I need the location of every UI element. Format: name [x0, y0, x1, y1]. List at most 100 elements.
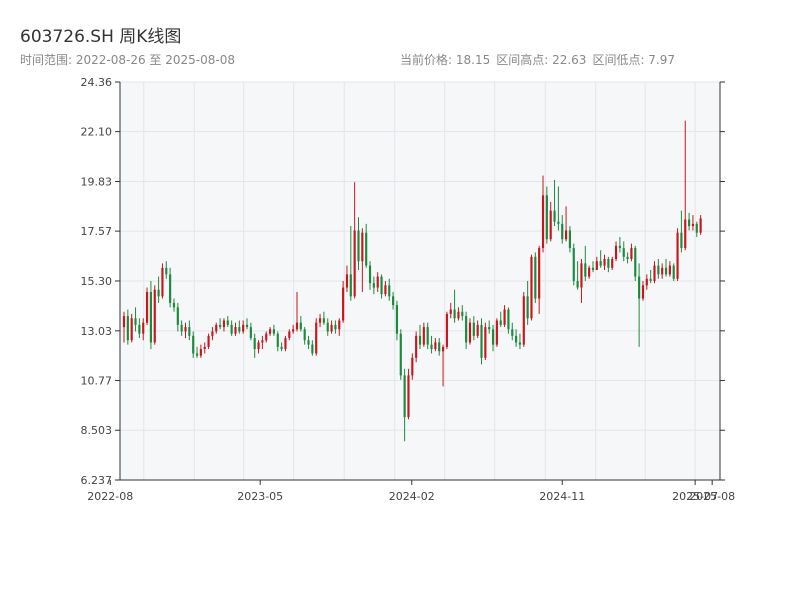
candle-body [207, 335, 210, 347]
y-tick-label: 22.10 [81, 126, 113, 139]
candle-body [657, 265, 660, 275]
grid-lines [120, 81, 720, 481]
candle-body [445, 313, 448, 347]
candle-body [576, 280, 579, 288]
candle-body [199, 349, 202, 356]
candle-body [180, 324, 183, 332]
x-tick-label: 2022-08 [87, 490, 133, 503]
candle-body [453, 309, 456, 319]
candle-body [245, 324, 249, 328]
candle-body [676, 232, 679, 279]
x-tick-label: 2024-02 [389, 490, 435, 503]
candle-body [588, 267, 591, 277]
candle-body [488, 327, 491, 330]
x-tick-label: 2023-05 [237, 490, 283, 503]
candle-body [541, 195, 545, 249]
candle-body [634, 248, 637, 277]
range-high-label: 区间高点: 22.63 [496, 53, 587, 67]
y-tick-label: 6.237 [81, 474, 113, 487]
candle-body [572, 248, 575, 281]
date-range-label: 时间范围: 2022-08-26 至 2025-08-08 [20, 53, 235, 67]
candle-body [361, 232, 364, 262]
candle-body [611, 259, 614, 268]
candle-body [511, 329, 514, 336]
candle-body [134, 318, 137, 325]
candle-body [330, 324, 333, 332]
candle-body [145, 291, 149, 323]
candle-body [192, 335, 195, 354]
y-tick-label: 17.57 [81, 225, 113, 238]
range-low-label: 区间低点: 7.97 [592, 53, 676, 67]
candle-body [449, 309, 452, 314]
y-tick-label: 10.77 [81, 374, 113, 387]
candle-body [353, 230, 356, 297]
candle-body [518, 342, 522, 345]
candle-body [257, 342, 260, 350]
candle-body [315, 322, 318, 354]
candle-body [545, 195, 548, 240]
candle-body [603, 259, 606, 266]
y-tick-label: 15.30 [81, 275, 113, 288]
candle-body [507, 309, 510, 330]
candle-body [149, 291, 152, 343]
current-price-label: 当前价格: 18.15 [400, 53, 491, 67]
candle-body [664, 267, 668, 275]
candle-body [142, 322, 145, 334]
candle-body [468, 322, 472, 343]
candle-body [645, 278, 648, 286]
candle-body [307, 340, 310, 345]
candle-body [334, 324, 337, 330]
candle-body [276, 333, 279, 347]
candle-body [480, 324, 483, 358]
candle-body [538, 248, 541, 299]
candle-body [688, 219, 691, 227]
candle-body [311, 344, 314, 354]
candle-body [126, 316, 129, 341]
candle-body [153, 289, 156, 343]
candle-body [407, 375, 410, 418]
candle-body [526, 296, 529, 319]
candle-body [591, 267, 595, 270]
candle-body [169, 274, 172, 303]
candle-body [188, 327, 191, 336]
candle-body [430, 344, 433, 350]
candle-body [349, 274, 352, 297]
chart-title: 603726.SH 周K线图 [20, 27, 182, 47]
candles [122, 120, 702, 442]
candle-body [418, 335, 422, 345]
candle-body [392, 296, 395, 306]
candle-body [211, 331, 214, 336]
candle-body [465, 316, 468, 343]
candle-body [338, 320, 341, 330]
candle-body [476, 324, 479, 336]
candle-body [280, 346, 283, 350]
candle-body [622, 248, 625, 257]
candle-body [661, 267, 664, 275]
candle-body [295, 322, 299, 330]
candle-body [484, 327, 487, 358]
candle-body [691, 223, 695, 227]
candle-body [580, 263, 583, 288]
candle-body [411, 357, 414, 376]
candle-body [491, 329, 495, 345]
candle-body [653, 265, 656, 281]
y-tick-label: 8.503 [81, 424, 113, 437]
candle-body [368, 265, 372, 284]
candle-body [215, 324, 218, 332]
candle-body [242, 324, 245, 332]
candle-body [299, 322, 302, 330]
candle-body [672, 265, 675, 279]
candle-body [699, 218, 702, 233]
axes: 6.237 8.503 10.77 13.03 15.30 17.57 19.83 22.10… [81, 76, 736, 503]
x-tick-label: 2024-11 [539, 490, 585, 503]
candle-body [595, 261, 598, 270]
candle-body [195, 353, 199, 356]
candle-body [399, 333, 402, 376]
candle-body [495, 320, 498, 345]
candle-body [161, 267, 164, 297]
candle-body [695, 223, 698, 233]
candle-body [253, 338, 256, 350]
candle-body [288, 331, 291, 339]
candle-body [503, 309, 506, 325]
candle-body [426, 327, 429, 345]
